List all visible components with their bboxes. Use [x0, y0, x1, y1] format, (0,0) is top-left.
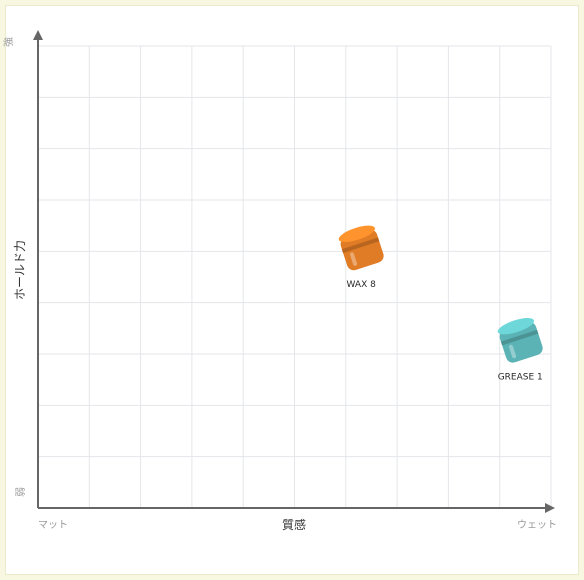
x-axis-min-label: マット [38, 520, 68, 531]
y-axis-min-label: 弱 [15, 487, 27, 497]
y-axis-max-label: 強 [2, 37, 15, 47]
wax-jar-icon [338, 225, 384, 271]
y-axis-arrow-icon [33, 30, 43, 40]
grid [38, 45, 552, 508]
chart-frame [5, 5, 579, 575]
axes [33, 30, 555, 513]
grease-jar-icon [497, 318, 543, 363]
x-axis-title: 質感 [282, 517, 306, 532]
x-axis-max-label: ウェット [517, 519, 557, 531]
data-point-label: GREASE 1 [498, 373, 543, 383]
data-points: WAX 8 GREASE 1 [337, 222, 545, 383]
data-point-label: WAX 8 [347, 280, 377, 290]
y-axis-title: ホールド力 [13, 240, 27, 300]
x-axis-arrow-icon [545, 503, 555, 513]
data-point[interactable]: GREASE 1 [496, 315, 545, 383]
data-point[interactable]: WAX 8 [337, 222, 386, 290]
